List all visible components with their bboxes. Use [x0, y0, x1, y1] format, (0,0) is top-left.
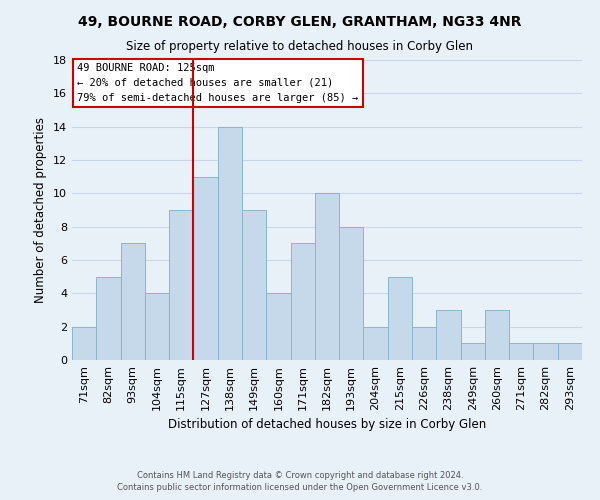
Y-axis label: Number of detached properties: Number of detached properties — [34, 117, 47, 303]
Text: 49, BOURNE ROAD, CORBY GLEN, GRANTHAM, NG33 4NR: 49, BOURNE ROAD, CORBY GLEN, GRANTHAM, N… — [78, 15, 522, 29]
Bar — [461, 344, 485, 360]
Bar — [266, 294, 290, 360]
Bar — [193, 176, 218, 360]
Bar — [72, 326, 96, 360]
Bar — [412, 326, 436, 360]
X-axis label: Distribution of detached houses by size in Corby Glen: Distribution of detached houses by size … — [168, 418, 486, 432]
Bar — [558, 344, 582, 360]
Bar — [96, 276, 121, 360]
Bar — [315, 194, 339, 360]
Bar — [388, 276, 412, 360]
Bar — [364, 326, 388, 360]
Bar — [242, 210, 266, 360]
Bar — [436, 310, 461, 360]
Bar — [290, 244, 315, 360]
Text: Contains HM Land Registry data © Crown copyright and database right 2024.
Contai: Contains HM Land Registry data © Crown c… — [118, 471, 482, 492]
Bar — [339, 226, 364, 360]
Bar — [485, 310, 509, 360]
Bar — [145, 294, 169, 360]
Text: Size of property relative to detached houses in Corby Glen: Size of property relative to detached ho… — [127, 40, 473, 53]
Bar — [121, 244, 145, 360]
Text: 49 BOURNE ROAD: 125sqm
← 20% of detached houses are smaller (21)
79% of semi-det: 49 BOURNE ROAD: 125sqm ← 20% of detached… — [77, 63, 358, 102]
Bar — [509, 344, 533, 360]
Bar — [533, 344, 558, 360]
Bar — [218, 126, 242, 360]
Bar — [169, 210, 193, 360]
